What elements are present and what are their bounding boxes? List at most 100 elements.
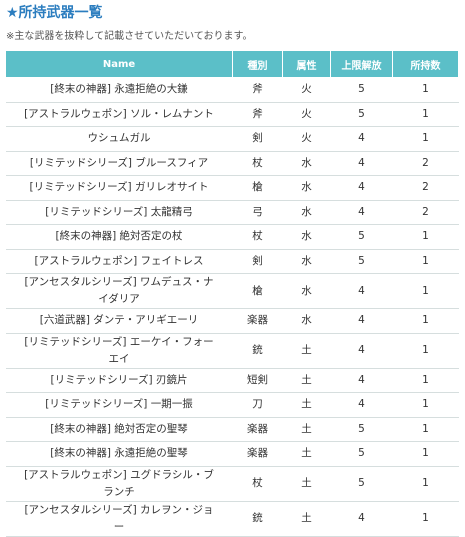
table-cell: 1 — [392, 466, 459, 502]
table-cell: 剣 — [232, 126, 283, 152]
table-cell: 5 — [330, 466, 393, 502]
table-cell: 土 — [282, 417, 331, 442]
table-cell: ウシュムガル — [5, 126, 233, 152]
table-cell: 4 — [330, 151, 393, 176]
column-header: 所持数 — [392, 50, 459, 78]
column-header: Name — [5, 50, 233, 78]
table-cell: 水 — [282, 273, 331, 309]
table-cell: 火 — [282, 77, 331, 103]
table-row: [アンセスタルシリーズ] ワムデュス・ナイダリア槍水 4 1 — [5, 273, 459, 309]
table-row: [リミテッドシリーズ] 太龍精弓弓水 4 2 — [5, 200, 459, 225]
table-cell: 土 — [282, 333, 331, 369]
table-cell: 火 — [282, 102, 331, 127]
table-cell: 4 — [330, 273, 393, 309]
table-row: [リミテッドシリーズ] ガリレオサイト槍水 4 2 — [5, 175, 459, 201]
table-cell: 4 — [330, 501, 393, 537]
table-cell: [リミテッドシリーズ] 刃鏡片 — [5, 368, 233, 393]
table-cell: [アンセスタルシリーズ] カレヲン・ジョー — [5, 501, 233, 537]
table-cell: 剣 — [232, 249, 283, 274]
table-cell: [アストラルウェポン] ユグドラシル・ブランチ — [5, 466, 233, 502]
table-cell: 1 — [392, 249, 459, 274]
table-cell: [リミテッドシリーズ] エーケイ・フォーエイ — [5, 333, 233, 369]
table-cell: 4 — [330, 368, 393, 393]
table-row: [リミテッドシリーズ] ブルースフィア杖水 4 2 — [5, 151, 459, 176]
table-cell: 1 — [392, 102, 459, 127]
table-row: ウシュムガル剣火 4 1 — [5, 126, 459, 152]
table-cell: 4 — [330, 200, 393, 225]
table-cell: 4 — [330, 175, 393, 201]
table-cell: 4 — [330, 392, 393, 418]
title: ★所持武器一覧 — [6, 5, 103, 21]
table-cell: 槍 — [232, 175, 283, 201]
page: ★所持武器一覧 ※主な武器を抜粋して記載させていただいております。 Name 種別… — [5, 5, 459, 537]
table-cell: [リミテッドシリーズ] 一期一振 — [5, 392, 233, 418]
note: ※主な武器を抜粋して記載させていただいております。 — [6, 31, 253, 42]
table-cell: [終末の神器] 永遠拒絶の聖琴 — [5, 441, 233, 467]
table-cell: 5 — [330, 224, 393, 250]
table-cell: 杖 — [232, 224, 283, 250]
table-cell: 土 — [282, 392, 331, 418]
table-cell: [終末の神器] 絶対否定の聖琴 — [5, 417, 233, 442]
table-cell: [終末の神器] 永遠拒絶の大鎌 — [5, 77, 233, 103]
table-cell: 土 — [282, 501, 331, 537]
table-cell: [リミテッドシリーズ] ブルースフィア — [5, 151, 233, 176]
table-cell: 5 — [330, 441, 393, 467]
table-cell: 杖 — [232, 466, 283, 502]
table-cell: 1 — [392, 501, 459, 537]
table-row: [六道武器] ダンテ・アリギエーリ 楽器水 4 1 — [5, 308, 459, 334]
table-cell: 楽器 — [232, 417, 283, 442]
table-cell: 2 — [392, 200, 459, 225]
table-cell: 土 — [282, 368, 331, 393]
table-cell: 土 — [282, 441, 331, 467]
table-cell: 5 — [330, 417, 393, 442]
table-cell: 1 — [392, 333, 459, 369]
table-row: [アストラルウェポン] ユグドラシル・ブランチ杖土 5 1 — [5, 466, 459, 502]
table-row: [終末の神器] 絶対否定の聖琴 楽器土 5 1 — [5, 417, 459, 442]
table-cell: 1 — [392, 77, 459, 103]
table-cell: 4 — [330, 126, 393, 152]
table-cell: 斧 — [232, 102, 283, 127]
table-cell: 4 — [330, 333, 393, 369]
table-cell: [終末の神器] 絶対否定の杖 — [5, 224, 233, 250]
table-row: [アンセスタルシリーズ] カレヲン・ジョー銃土 4 1 — [5, 501, 459, 537]
table-body: [終末の神器] 永遠拒絶の大鎌斧火 5 1 [アストラルウェポン] ソル・レムナント斧… — [5, 77, 459, 537]
table-row: [アストラルウェポン] ソル・レムナント斧火 5 1 — [5, 102, 459, 127]
table-cell: 刀 — [232, 392, 283, 418]
table-cell: 水 — [282, 308, 331, 334]
table-cell: 槍 — [232, 273, 283, 309]
table-cell: [リミテッドシリーズ] 太龍精弓 — [5, 200, 233, 225]
table-cell: 5 — [330, 77, 393, 103]
table-cell: 短剣 — [232, 368, 283, 393]
table-row: [終末の神器] 永遠拒絶の大鎌斧火 5 1 — [5, 77, 459, 103]
table-cell: 1 — [392, 368, 459, 393]
table-cell: 水 — [282, 151, 331, 176]
table-cell: 1 — [392, 392, 459, 418]
table-row: [終末の神器] 永遠拒絶の聖琴 楽器土 5 1 — [5, 441, 459, 467]
table-cell: 1 — [392, 417, 459, 442]
table-cell: 銃 — [232, 333, 283, 369]
table-cell: 銃 — [232, 501, 283, 537]
table-cell: 楽器 — [232, 441, 283, 467]
weapon-table: Name 種別 属性 上限解放 所持数 [終末の神器] 永遠拒絶の大鎌斧火 5 1 [アストラ… — [5, 50, 459, 537]
table-row: [アストラルウェポン] フェイトレス剣水 5 1 — [5, 249, 459, 274]
table-cell: 2 — [392, 151, 459, 176]
table-cell: 水 — [282, 249, 331, 274]
table-cell: 1 — [392, 441, 459, 467]
table-cell: 土 — [282, 466, 331, 502]
table-cell: [六道武器] ダンテ・アリギエーリ — [5, 308, 233, 334]
table-cell: 水 — [282, 224, 331, 250]
table-row: [リミテッドシリーズ] 一期一振刀土 4 1 — [5, 392, 459, 418]
table-cell: 5 — [330, 249, 393, 274]
table-cell: 水 — [282, 175, 331, 201]
table-cell: 水 — [282, 200, 331, 225]
table-cell: 5 — [330, 102, 393, 127]
table-cell: [アストラルウェポン] ソル・レムナント — [5, 102, 233, 127]
table-row: [リミテッドシリーズ] エーケイ・フォーエイ銃土 4 1 — [5, 333, 459, 369]
table-cell: 火 — [282, 126, 331, 152]
table-row: [終末の神器] 絶対否定の杖杖水 5 1 — [5, 224, 459, 250]
table-cell: 4 — [330, 308, 393, 334]
table-cell: 杖 — [232, 151, 283, 176]
table-cell: 1 — [392, 126, 459, 152]
header-row: Name 種別 属性 上限解放 所持数 — [5, 50, 459, 78]
table-cell: 1 — [392, 308, 459, 334]
